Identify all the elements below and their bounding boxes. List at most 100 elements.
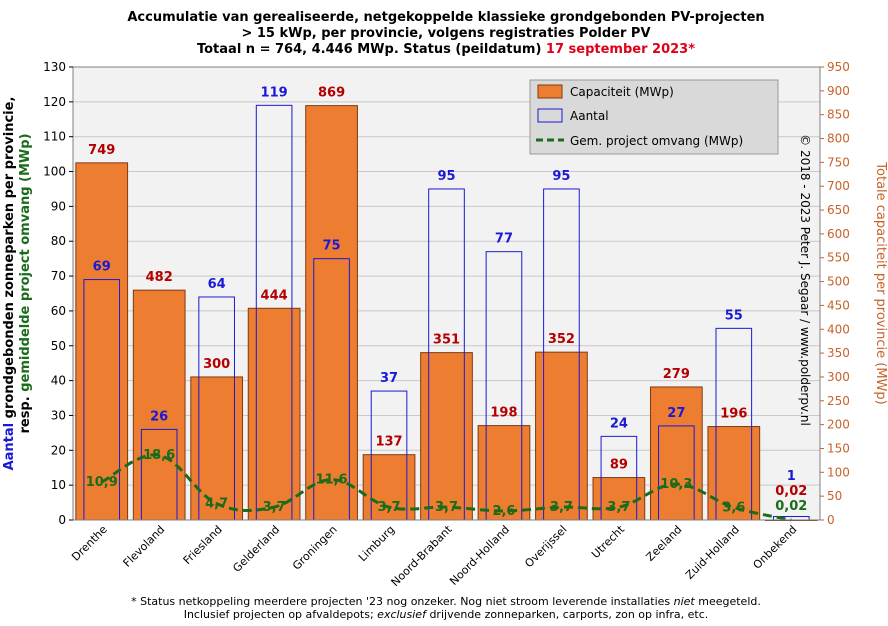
y-tick-label-left: 10 xyxy=(51,478,66,492)
capacity-bar xyxy=(190,376,244,521)
plot-border xyxy=(72,66,821,521)
avg-label: 11,6 xyxy=(316,473,348,488)
y-tick-label-right: 750 xyxy=(827,155,850,169)
x-tick-label: Noord-Holland xyxy=(447,523,512,588)
capacity-label: 749 xyxy=(88,143,115,158)
x-tick-label: Utrecht xyxy=(589,522,627,560)
avg-label: 3,6 xyxy=(722,500,745,515)
y-tick-label-left: 40 xyxy=(51,374,66,388)
y-tick-label-right: 700 xyxy=(827,179,850,193)
y-tick-label-right: 250 xyxy=(827,394,850,408)
capacity-bar xyxy=(707,426,761,521)
x-tick-label: Friesland xyxy=(181,523,225,567)
y-tick-label-right: 200 xyxy=(827,418,850,432)
avg-label: 0,02 xyxy=(775,499,807,514)
y-tick-label-right: 0 xyxy=(827,513,835,527)
avg-label: 3,7 xyxy=(550,500,573,515)
capacity-bar xyxy=(305,105,358,521)
capacity-label: 482 xyxy=(146,270,173,285)
y-tick-label-right: 900 xyxy=(827,84,850,98)
chart-title-line3: Totaal n = 764, 4.446 MWp. Status (peild… xyxy=(197,42,695,57)
y-tick-label-right: 350 xyxy=(827,346,850,360)
data-labels: 749482300444869137351198352892791960,026… xyxy=(86,85,808,519)
footnote-line2-c: drijvende zonneparken, carports, zon op … xyxy=(426,608,708,621)
capacity-bar xyxy=(420,352,473,521)
y-axis-right-label: Totale capaciteit per provincie (MWp) xyxy=(873,161,888,404)
count-label: 24 xyxy=(610,416,628,431)
y-tick-label-right: 450 xyxy=(827,298,850,312)
capacity-bars xyxy=(75,105,818,521)
capacity-bar xyxy=(247,307,301,521)
copyright-notice: © 2018 - 2023 Peter J. Segaar / www.pold… xyxy=(798,134,812,426)
y-tick-label-right: 850 xyxy=(827,108,850,122)
legend-capacity-label: Capaciteit (MWp) xyxy=(570,85,674,99)
y-axis-left-label-line2: resp. gemiddelde project omvang (MWp) xyxy=(18,133,33,433)
y-tick-label-left: 90 xyxy=(51,199,66,213)
footnote-line1-c: meegeteld. xyxy=(695,595,761,608)
capacity-bar xyxy=(362,454,416,521)
capacity-label: 279 xyxy=(663,367,690,382)
capacity-label: 351 xyxy=(433,333,460,348)
y-tick-label-left: 70 xyxy=(51,269,66,283)
count-label: 27 xyxy=(667,406,685,421)
x-tick-label: Overijssel xyxy=(522,523,569,570)
avg-label: 3,7 xyxy=(378,500,401,515)
y-tick-label-right: 650 xyxy=(827,203,850,217)
avg-label: 2,6 xyxy=(492,504,515,519)
footnote-line1: * Status netkoppeling meerdere projecten… xyxy=(131,595,761,608)
y-tick-label-right: 100 xyxy=(827,465,850,479)
capacity-label: 196 xyxy=(720,407,747,422)
avg-label: 3,7 xyxy=(607,500,630,515)
y-tick-label-right: 800 xyxy=(827,132,850,146)
chart-title-line3-black: Totaal n = 764, 4.446 MWp. Status (peild… xyxy=(197,42,546,57)
avg-label: 3,7 xyxy=(263,500,286,515)
count-label: 37 xyxy=(380,371,398,386)
legend-count-label: Aantal xyxy=(570,109,609,123)
count-label: 95 xyxy=(437,169,455,184)
y-tick-label-right: 950 xyxy=(827,60,850,74)
capacity-label: 444 xyxy=(261,288,288,303)
footnote-line1-b: niet xyxy=(674,595,696,608)
capacity-bar xyxy=(535,351,588,521)
chart-title-line2: > 15 kWp, per provincie, volgens registr… xyxy=(241,26,650,41)
avg-label: 10,9 xyxy=(86,475,118,490)
avg-size-line xyxy=(101,453,792,522)
capacity-label: 89 xyxy=(610,458,628,473)
x-tick-label: Onbekend xyxy=(751,523,800,572)
count-label: 119 xyxy=(261,85,288,100)
count-label: 95 xyxy=(552,169,570,184)
y-axis-left-label-avg: gemiddelde project omvang (MWp) xyxy=(18,133,33,391)
count-label: 77 xyxy=(495,232,513,247)
capacity-label: 869 xyxy=(318,86,345,101)
x-tick-label: Noord-Brabant xyxy=(389,522,456,589)
y-tick-label-left: 110 xyxy=(43,130,66,144)
y-tick-label-left: 100 xyxy=(43,165,66,179)
capacity-bar xyxy=(477,425,531,521)
footnote-line2: Inclusief projecten op afvaldepots; excl… xyxy=(184,608,709,621)
y-tick-label-left: 120 xyxy=(43,95,66,109)
count-label: 1 xyxy=(787,469,796,484)
y-tick-label-right: 600 xyxy=(827,227,850,241)
count-label: 75 xyxy=(323,239,341,254)
y-tick-label-left: 80 xyxy=(51,234,66,248)
y-axis-left-label-resp: resp. xyxy=(18,392,33,434)
count-label: 64 xyxy=(208,277,226,292)
avg-label: 10,3 xyxy=(660,477,692,492)
capacity-label: 352 xyxy=(548,332,575,347)
legend-box xyxy=(529,79,779,155)
x-tick-label: Flevoland xyxy=(121,523,168,570)
legend: Capaciteit (MWp) Aantal Gem. project omv… xyxy=(529,79,779,155)
y-tick-label-right: 150 xyxy=(827,441,850,455)
capacity-label: 300 xyxy=(203,357,230,372)
y-tick-label-right: 300 xyxy=(827,370,850,384)
legend-capacity-swatch xyxy=(537,84,563,99)
y-tick-label-right: 550 xyxy=(827,251,850,265)
footnote-line1-a: * Status netkoppeling meerdere projecten… xyxy=(131,595,674,608)
capacity-bar xyxy=(75,162,129,521)
y-tick-label-left: 130 xyxy=(43,60,66,74)
avg-label: 18,6 xyxy=(143,448,175,463)
x-tick-label: Drenthe xyxy=(69,523,110,564)
footnote-line2-a: Inclusief projecten op afvaldepots; xyxy=(184,608,377,621)
